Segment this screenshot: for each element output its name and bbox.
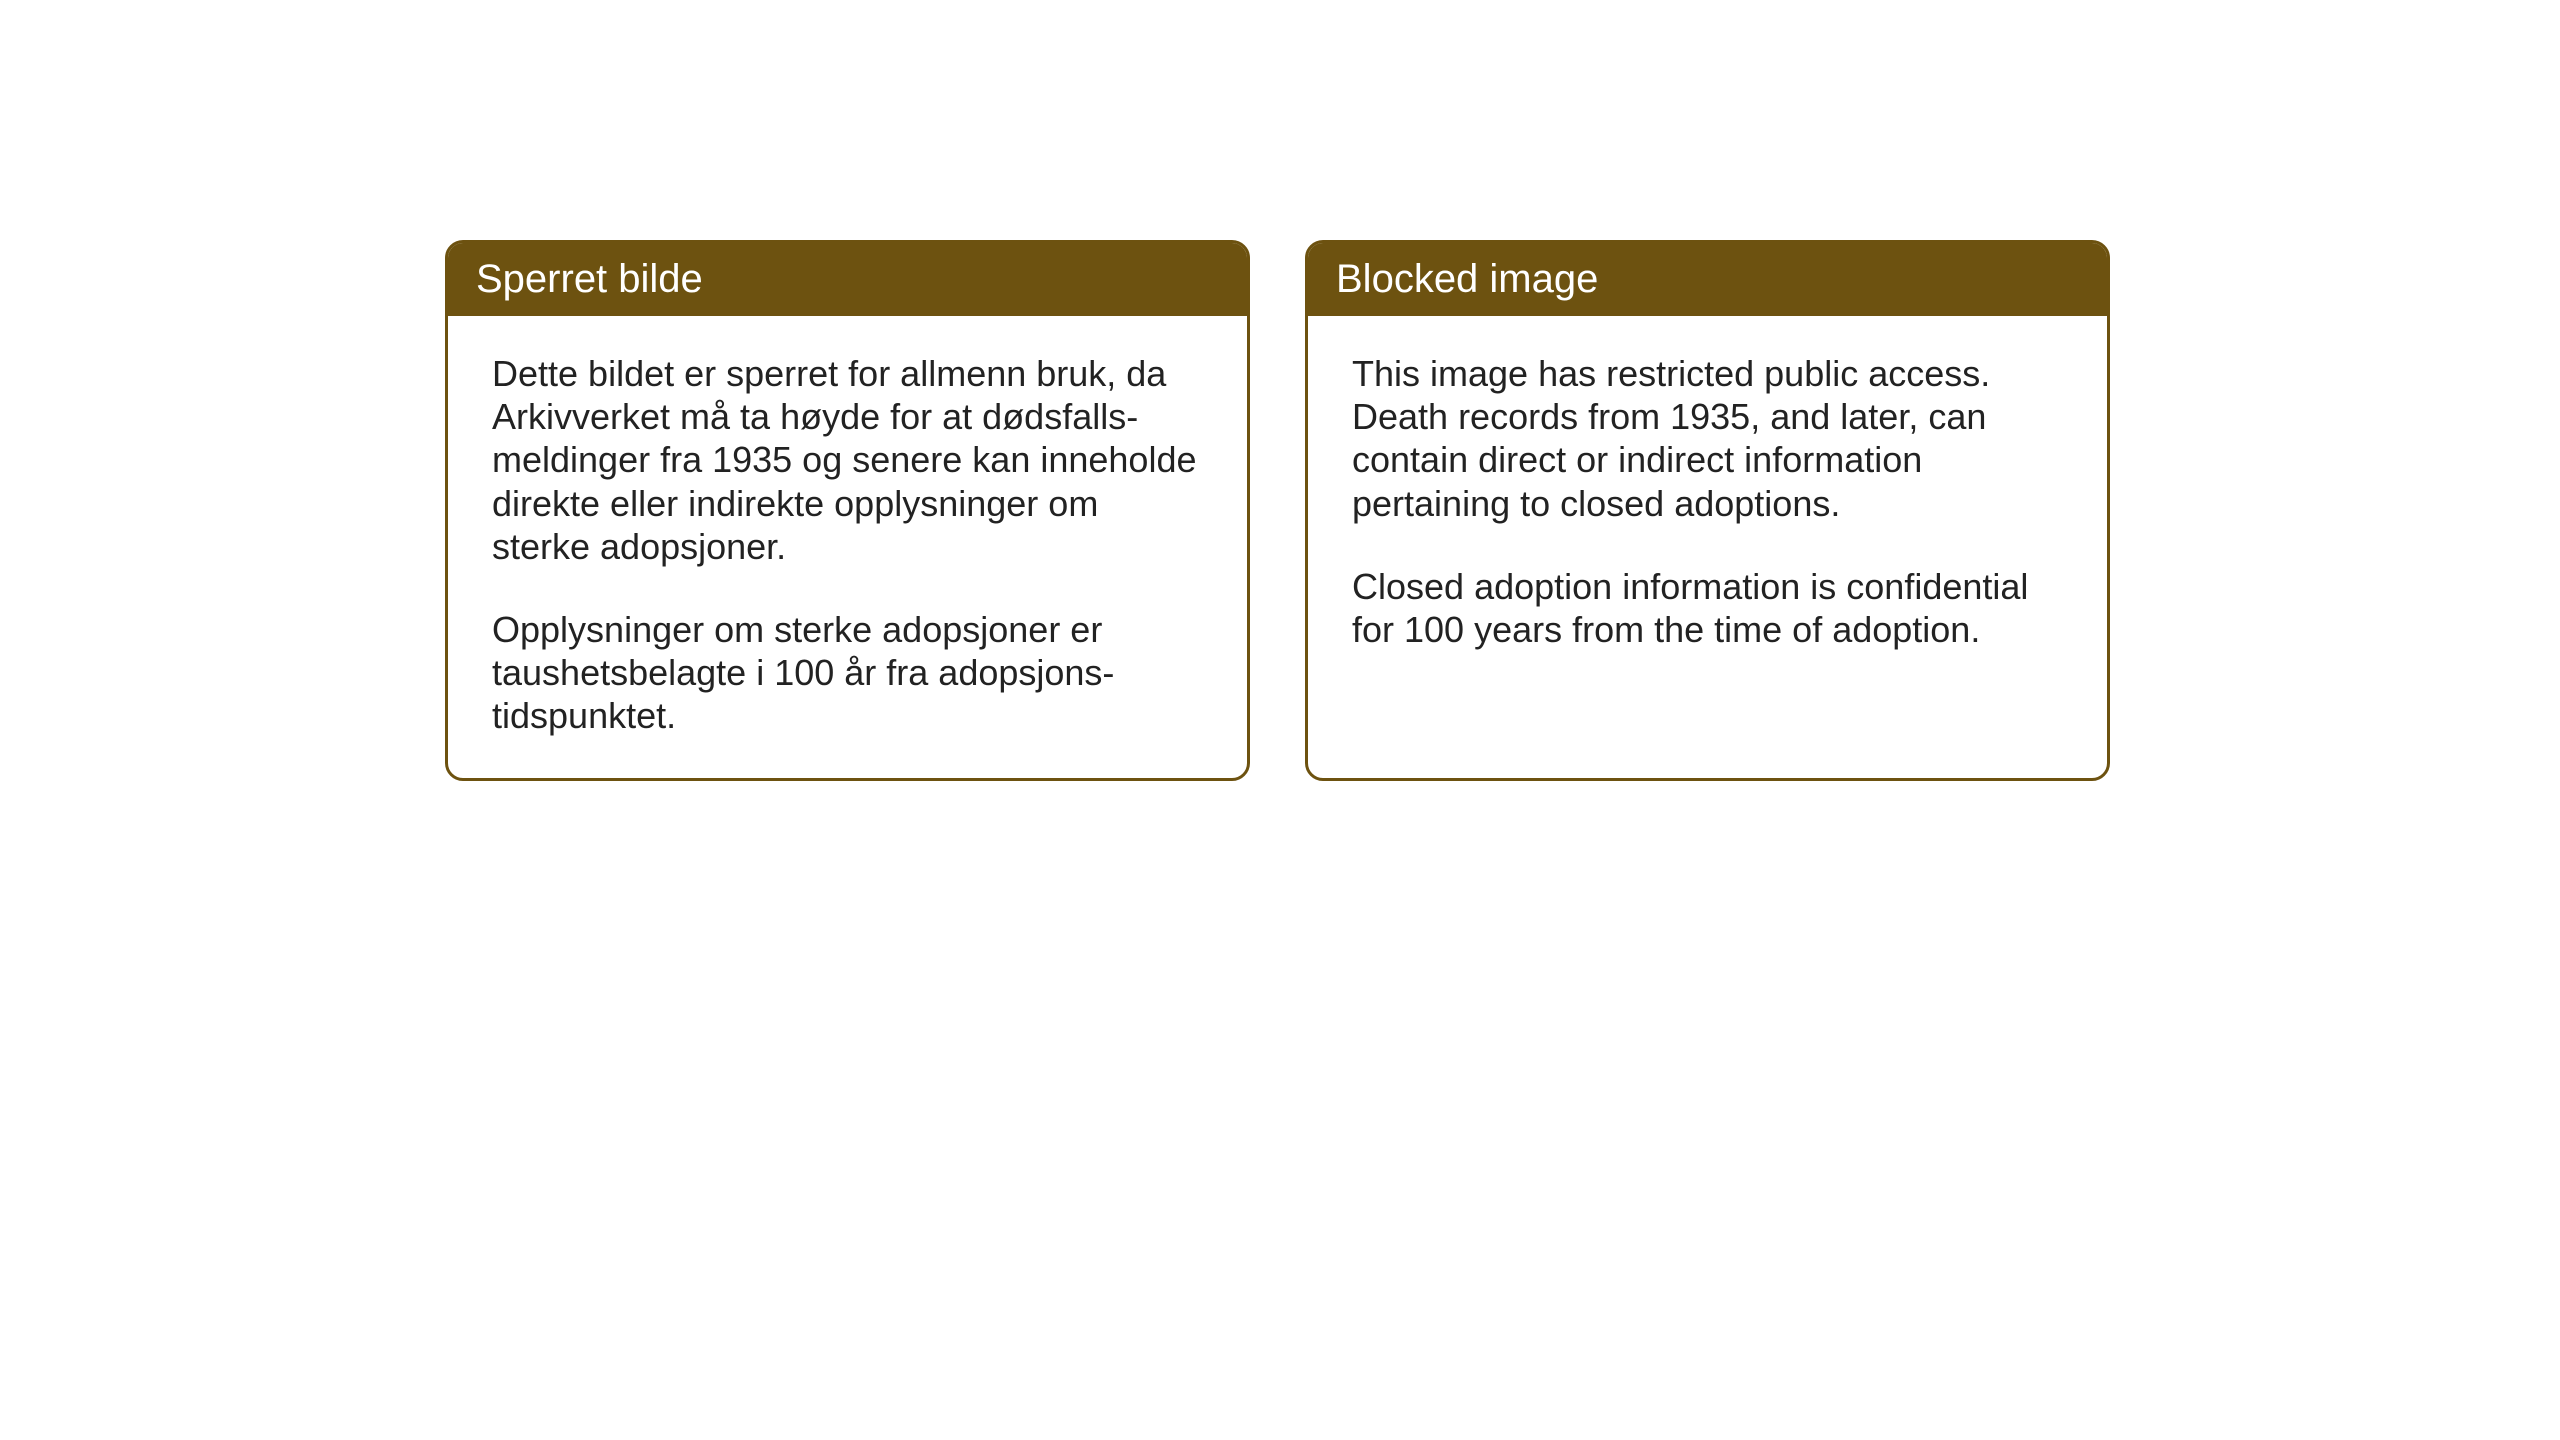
english-paragraph-2: Closed adoption information is confident…: [1352, 565, 2063, 651]
english-card-body: This image has restricted public access.…: [1308, 316, 2107, 761]
card-container: Sperret bilde Dette bildet er sperret fo…: [445, 240, 2110, 781]
english-paragraph-1: This image has restricted public access.…: [1352, 352, 2063, 525]
english-card-title: Blocked image: [1308, 243, 2107, 316]
norwegian-card-title: Sperret bilde: [448, 243, 1247, 316]
norwegian-paragraph-1: Dette bildet er sperret for allmenn bruk…: [492, 352, 1203, 568]
norwegian-paragraph-2: Opplysninger om sterke adopsjoner er tau…: [492, 608, 1203, 738]
norwegian-card-body: Dette bildet er sperret for allmenn bruk…: [448, 316, 1247, 778]
norwegian-card: Sperret bilde Dette bildet er sperret fo…: [445, 240, 1250, 781]
english-card: Blocked image This image has restricted …: [1305, 240, 2110, 781]
